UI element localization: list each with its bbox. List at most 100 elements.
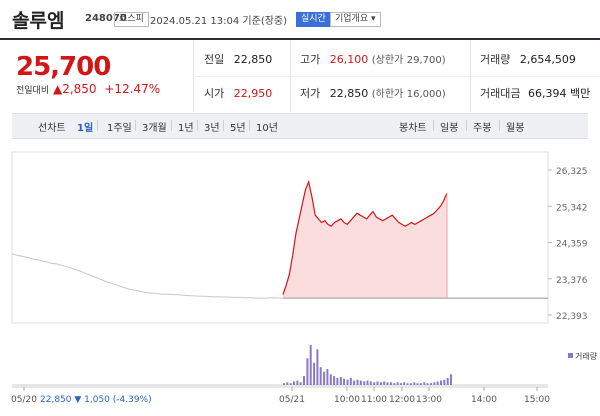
volume-bar <box>419 383 422 385</box>
x-tick-label: 05/21 <box>279 395 305 405</box>
volume-bar <box>329 374 332 385</box>
volume-bar <box>333 376 336 385</box>
low-label: 저가 <box>300 87 321 100</box>
volume-bar <box>356 379 359 385</box>
high-label: 고가 <box>300 53 321 66</box>
prev-value: 22,850 <box>233 53 273 66</box>
market-badge: 코스피 <box>114 12 149 27</box>
high-value: 26,100 <box>329 53 369 66</box>
header-divider <box>0 38 600 40</box>
tab-10y[interactable]: 10년 <box>256 123 278 134</box>
x-tick-label: 15:00 <box>524 395 550 405</box>
y-tick-label: 25,342 <box>556 203 588 213</box>
upper-limit-label: (상한가 <box>371 55 404 66</box>
low-value: 22,850 <box>329 87 369 100</box>
volume-bar <box>319 367 322 385</box>
tab-monthly[interactable]: 월봉 <box>506 123 525 134</box>
tab-daily[interactable]: 일봉 <box>440 123 459 134</box>
volume-bar <box>336 377 339 385</box>
high-price: 고가 26,100 (상한가 29,700) <box>300 51 446 67</box>
change-value: 2,850 <box>62 82 97 96</box>
volume-bar <box>409 383 412 385</box>
volume-bar <box>296 380 299 385</box>
volume-bar <box>413 382 416 385</box>
volume-bar <box>293 381 295 385</box>
volume-bar <box>346 379 349 385</box>
amount-label: 거래대금 <box>480 87 521 100</box>
upper-limit-value: 29,700) <box>406 55 446 66</box>
x-tick-label: 05/20 <box>11 395 37 405</box>
prev-label: 전일 <box>204 53 225 66</box>
volume-bar <box>363 381 366 385</box>
tab-1w[interactable]: 1주일 <box>107 123 132 134</box>
x-tick-label: 10:00 <box>334 395 360 405</box>
volume-bar <box>366 380 369 385</box>
info-divider <box>193 76 600 77</box>
volume-bar <box>343 378 346 385</box>
volume-bar <box>303 376 305 385</box>
volume-bar <box>299 382 302 385</box>
y-tick-label: 23,376 <box>556 276 588 286</box>
x-tick-label: 13:00 <box>416 395 442 405</box>
today-line <box>282 180 448 295</box>
change-label: 전일대비 <box>16 86 50 96</box>
prev-close: 전일 22,850 <box>204 51 272 67</box>
volume-bar <box>326 369 329 385</box>
volume-label: 거래량 <box>480 53 511 66</box>
amount-value: 66,394 <box>527 87 567 100</box>
volume-bar <box>393 383 396 385</box>
volume: 거래량 2,654,509 <box>480 51 576 67</box>
volume-bar <box>443 379 446 385</box>
volume-bar <box>436 381 439 385</box>
volume-bar <box>309 345 312 385</box>
volume-bar <box>423 382 426 385</box>
x-tick-label: 14:00 <box>471 395 497 405</box>
volume-bar <box>416 383 419 385</box>
amount-unit: 백만 <box>569 87 591 100</box>
volume-bar <box>289 383 292 385</box>
line-chart-label: 선차트 <box>38 123 66 134</box>
volume-bar <box>369 381 372 385</box>
volume-bar <box>440 380 442 385</box>
volume-bar <box>349 377 352 385</box>
tab-5y[interactable]: 5년 <box>230 123 246 134</box>
volume-bar <box>376 381 379 385</box>
company-overview-button[interactable]: 기업개요 ▾ <box>330 12 381 27</box>
current-price: 25,700 <box>16 52 111 82</box>
volume-bar <box>383 381 386 385</box>
volume-bar <box>283 383 285 385</box>
lower-limit-label: (하한가 <box>371 89 404 100</box>
tab-weekly[interactable]: 주봉 <box>473 123 492 134</box>
volume-bar <box>406 383 409 385</box>
period-tabbar: 선차트 1일 1주일 3개월 1년 3년 5년 10년 봉차트 일봉 주봉 월봉 <box>12 113 588 139</box>
tab-3m[interactable]: 3개월 <box>142 123 167 134</box>
volume-bar <box>433 382 436 385</box>
tab-3y[interactable]: 3년 <box>204 123 220 134</box>
lower-limit-value: 16,000) <box>406 89 446 100</box>
volume-bar <box>396 382 399 385</box>
low-price: 저가 22,850 (하한가 16,000) <box>300 85 446 101</box>
volume-bar <box>313 362 316 385</box>
tab-1d[interactable]: 1일 <box>77 123 94 134</box>
open-value: 22,950 <box>233 87 273 100</box>
x-tick-label: 12:00 <box>389 395 415 405</box>
today-area <box>283 182 447 299</box>
volume-bar <box>426 383 429 385</box>
prev-day-summary: 22,850 ▼ 1,050 (-4.39%) <box>40 395 152 405</box>
volume-bar <box>353 380 356 385</box>
up-arrow-icon: ▲ <box>52 82 63 96</box>
stock-code: 248070 <box>85 13 127 24</box>
y-tick-label: 24,359 <box>556 240 588 250</box>
volume-bar <box>379 382 382 385</box>
y-tick-label: 26,325 <box>556 167 588 177</box>
realtime-button[interactable]: 실시간 <box>296 12 331 27</box>
volume-bar <box>373 382 376 385</box>
volume-bar <box>316 349 319 385</box>
open-label: 시가 <box>204 87 225 100</box>
open-price: 시가 22,950 <box>204 85 272 101</box>
volume-bar <box>386 382 389 385</box>
volume-bar <box>446 377 449 385</box>
volume-bar <box>306 358 309 385</box>
tab-1y[interactable]: 1년 <box>178 123 194 134</box>
stock-name: 솔루엠 <box>12 10 65 32</box>
